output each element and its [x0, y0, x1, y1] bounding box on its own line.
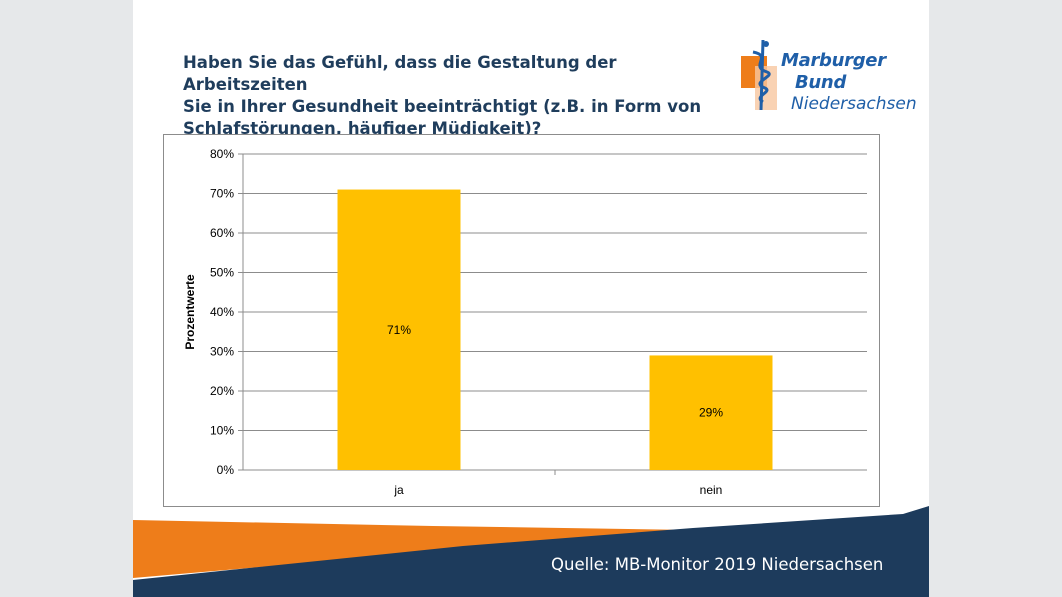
y-tick-label: 70% [210, 187, 234, 201]
logo-line-1: Marburger [781, 50, 886, 71]
y-axis-label: Prozentwerte [183, 274, 197, 350]
y-tick-label: 30% [210, 345, 234, 359]
chart-question-title: Haben Sie das Gefühl, dass die Gestaltun… [183, 52, 743, 140]
y-tick-label: 10% [210, 424, 234, 438]
y-tick-label: 50% [210, 266, 234, 280]
logo-line-3: Niedersachsen [791, 94, 917, 114]
bar-chart: 0% 10% 20% 30% 40% 50% 60% 70% 80% 71% ja 29% nein Pr… [183, 147, 867, 497]
y-tick-label: 20% [210, 384, 234, 398]
footer-band [133, 506, 929, 597]
y-tick-label: 0% [217, 463, 235, 477]
marburger-bund-logo-icon [741, 39, 777, 111]
y-tick-label: 40% [210, 305, 234, 319]
logo-text: Marburger Bund Niedersachsen [781, 50, 917, 114]
title-line-3: Schlafstörungen, häufiger Müdigkeit)? [183, 119, 542, 138]
y-tick-label: 60% [210, 226, 234, 240]
logo-line-2: Bund [795, 72, 847, 93]
chart-frame: 0% 10% 20% 30% 40% 50% 60% 70% 80% 71% ja 29% nein Pr… [163, 134, 880, 507]
x-tick-label: ja [393, 483, 404, 497]
title-line-2: Sie in Ihrer Gesundheit beeinträchtigt (… [183, 97, 702, 116]
source-caption: Quelle: MB-Monitor 2019 Niedersachsen [551, 555, 884, 574]
data-label-ja: 71% [387, 323, 411, 337]
bar-nein [649, 355, 773, 470]
x-tick-label: nein [700, 483, 723, 497]
bar-ja [337, 189, 461, 471]
y-tick-label: 80% [210, 147, 234, 161]
slide: Haben Sie das Gefühl, dass die Gestaltun… [133, 0, 929, 597]
title-line-1: Haben Sie das Gefühl, dass die Gestaltun… [183, 53, 617, 94]
data-label-nein: 29% [699, 406, 723, 420]
